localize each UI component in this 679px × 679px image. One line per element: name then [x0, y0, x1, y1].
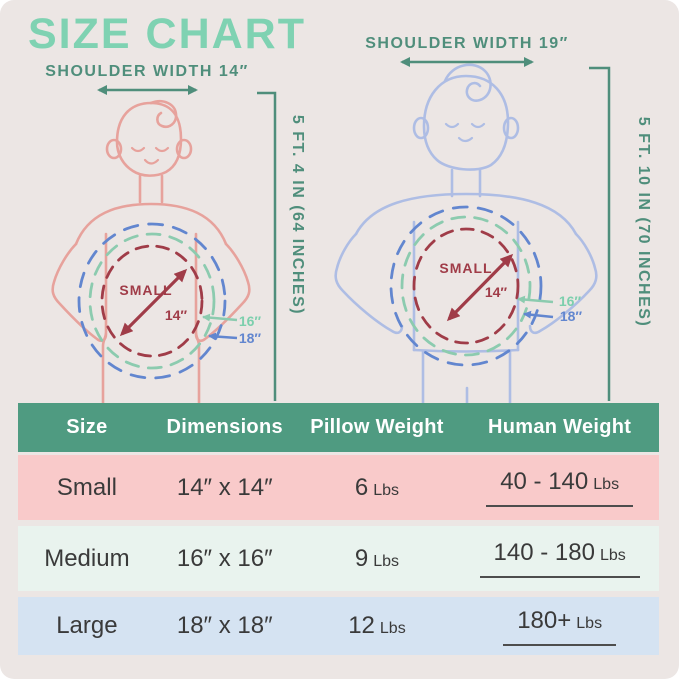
header-pillow-weight: Pillow Weight — [310, 416, 444, 438]
left-head-outline — [115, 101, 183, 177]
right-neck — [450, 168, 482, 198]
cell-dimensions: 18″ x 18″ — [176, 612, 273, 639]
header-dimensions: Dimensions — [166, 416, 283, 438]
right-pillow-14-label: 14″ — [484, 284, 508, 300]
cell-size: Large — [56, 612, 118, 639]
right-pillow-small-label: SMALL — [439, 260, 493, 276]
right-shirt-hem — [412, 348, 520, 353]
left-torso-right — [194, 232, 201, 403]
right-pillow-circle-16 — [400, 215, 532, 357]
cell-pillow-weight: 9 Lbs — [354, 544, 400, 572]
cell-pillow-weight: 6 Lbs — [354, 473, 400, 501]
left-pillow-circle-18 — [77, 222, 227, 380]
right-diameter-arrow — [446, 253, 514, 322]
left-shoulder-width-label: SHOULDER WIDTH 14″ — [45, 63, 249, 80]
right-eye-right — [470, 122, 486, 129]
left-arm-left — [51, 242, 108, 343]
left-ear-left — [105, 138, 123, 160]
left-neck — [138, 174, 164, 204]
left-height-label: 5 FT. 4 IN (64 INCHES) — [289, 114, 306, 316]
left-pillow-circle-14 — [100, 244, 204, 358]
left-pillow-small-label: SMALL — [119, 282, 173, 298]
left-ear-right — [175, 138, 193, 160]
table-row-small: Small 14″ x 14″ 6 Lbs 40 - 140 Lbs — [18, 455, 659, 520]
left-eye-left — [130, 146, 146, 153]
right-arm-right — [528, 232, 598, 335]
right-leader-16 — [517, 295, 554, 304]
left-diameter-arrow — [119, 268, 188, 337]
right-height-bracket — [589, 66, 611, 401]
right-hair-curl — [443, 63, 492, 102]
right-pillow-18-label: 18″ — [559, 308, 583, 324]
header-human-weight: Human Weight — [488, 416, 632, 438]
header-size: Size — [66, 416, 108, 438]
cell-dimensions: 16″ x 16″ — [176, 544, 273, 572]
left-pillow-18-label: 18″ — [238, 330, 262, 346]
left-smile — [143, 158, 160, 165]
cell-pillow-weight: 12 Lbs — [348, 612, 406, 639]
right-ear-right — [502, 116, 520, 140]
right-height-label: 5 FT. 10 IN (70 INCHES) — [635, 116, 652, 328]
right-smile — [457, 136, 474, 143]
cell-size: Medium — [44, 544, 130, 572]
illustration-canvas — [51, 57, 611, 403]
left-eye-right — [154, 146, 170, 153]
right-ear-left — [412, 116, 430, 140]
right-leader-18 — [523, 310, 554, 319]
right-pillow-16-label: 16″ — [558, 293, 582, 309]
right-shoulder-width-label: SHOULDER WIDTH 19″ — [365, 35, 569, 52]
right-arm-left — [334, 232, 404, 335]
right-eye-left — [444, 122, 460, 129]
right-person-outline — [334, 63, 598, 403]
cell-dimensions: 14″ x 14″ — [176, 473, 273, 501]
cell-human-weight: 140 - 180 Lbs — [460, 539, 659, 578]
table-row-medium: Medium 16″ x 16″ 9 Lbs 140 - 180 Lbs — [18, 526, 659, 591]
page-title: SIZE CHART — [28, 10, 306, 58]
right-pillow-circle-14 — [412, 227, 520, 345]
left-leader-18 — [208, 332, 238, 341]
cell-human-weight: 40 - 140 Lbs — [460, 468, 659, 507]
left-person-outline — [51, 99, 251, 403]
cell-human-weight: 180+ Lbs — [460, 607, 659, 646]
left-torso-left — [101, 232, 108, 403]
left-pillow-14-label: 14″ — [164, 307, 188, 323]
size-table: Size Dimensions Pillow Weight Human Weig… — [18, 403, 659, 655]
size-table-header: Size Dimensions Pillow Weight Human Weig… — [18, 403, 659, 452]
table-row-large: Large 18″ x 18″ 12 Lbs 180+ Lbs — [18, 597, 659, 655]
left-height-bracket — [257, 91, 277, 401]
left-shoulders — [74, 202, 228, 246]
left-pillow-circle-16 — [88, 232, 216, 370]
left-pillow-16-label: 16″ — [238, 313, 262, 329]
cell-size: Small — [56, 473, 117, 501]
right-shoulders — [354, 192, 578, 236]
left-arm-right — [194, 242, 251, 343]
right-pillow-circle-18 — [389, 205, 543, 367]
left-leader-16 — [202, 313, 238, 322]
left-hair-curl — [149, 99, 178, 129]
